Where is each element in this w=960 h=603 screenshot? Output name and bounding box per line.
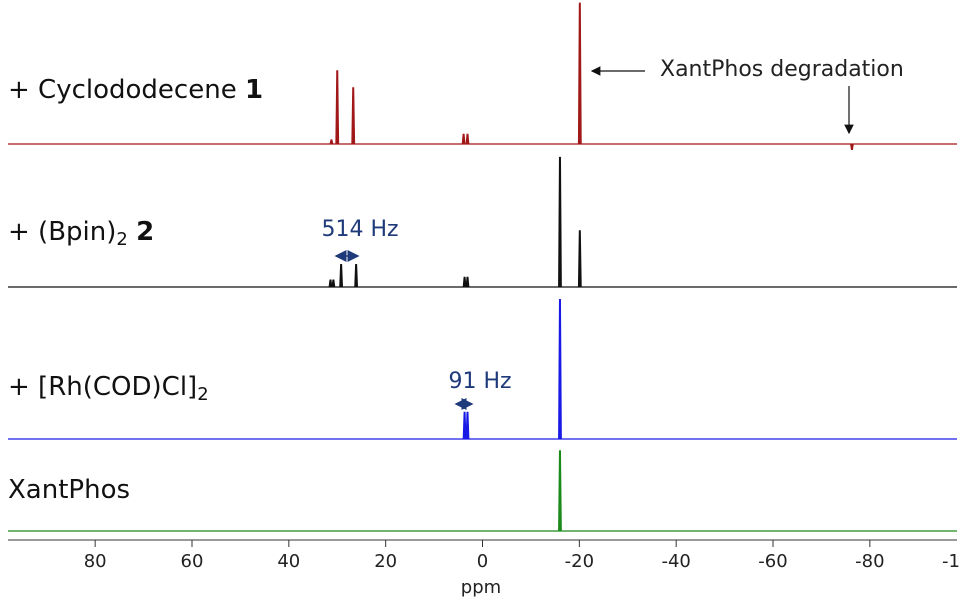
x-tick-label: 40 bbox=[277, 551, 300, 572]
peak bbox=[558, 450, 562, 532]
peak bbox=[461, 133, 466, 145]
x-tick-label: 80 bbox=[84, 551, 107, 572]
x-axis-label: ppm bbox=[461, 577, 501, 598]
peak bbox=[354, 264, 359, 288]
annotation: 514 Hz bbox=[321, 217, 398, 242]
series-label: + Cyclododecene 1 bbox=[8, 75, 263, 105]
annotation: XantPhos degradation bbox=[660, 57, 904, 82]
label-part: + Cyclododecene bbox=[8, 75, 245, 105]
series-label: + (Bpin)2 2 bbox=[8, 217, 154, 251]
peak bbox=[558, 299, 562, 440]
peak bbox=[331, 279, 336, 288]
label-part: 2 bbox=[136, 217, 154, 247]
label-part: XantPhos bbox=[8, 475, 130, 505]
peak bbox=[849, 143, 854, 151]
series-label: XantPhos bbox=[8, 475, 130, 505]
peak bbox=[577, 230, 582, 288]
x-tick-label: -40 bbox=[661, 551, 690, 572]
peak bbox=[335, 70, 340, 145]
label-part: 1 bbox=[245, 75, 263, 105]
label-part: + [Rh(COD)Cl] bbox=[8, 372, 197, 402]
x-tick-label: -60 bbox=[758, 551, 787, 572]
x-tick-label: 20 bbox=[374, 551, 397, 572]
label-part bbox=[128, 217, 136, 247]
peak bbox=[351, 87, 356, 145]
peak bbox=[558, 156, 562, 288]
peak bbox=[339, 264, 344, 288]
peak bbox=[462, 276, 467, 288]
x-tick-label: 0 bbox=[477, 551, 488, 572]
peak bbox=[465, 411, 470, 440]
x-tick-label: -20 bbox=[565, 551, 594, 572]
peak bbox=[465, 133, 470, 145]
peak bbox=[329, 139, 334, 145]
peak bbox=[462, 411, 467, 440]
label-part: 2 bbox=[197, 384, 208, 405]
label-part: + (Bpin) bbox=[8, 217, 116, 247]
x-tick-label: -1 bbox=[942, 551, 960, 572]
x-tick-label: -80 bbox=[855, 551, 884, 572]
peak bbox=[465, 276, 470, 288]
annotation: 91 Hz bbox=[448, 369, 511, 394]
peak bbox=[577, 2, 582, 145]
peak bbox=[328, 279, 333, 288]
series-label: + [Rh(COD)Cl]2 bbox=[8, 372, 209, 406]
x-tick-label: 60 bbox=[181, 551, 204, 572]
label-part: 2 bbox=[116, 229, 127, 250]
